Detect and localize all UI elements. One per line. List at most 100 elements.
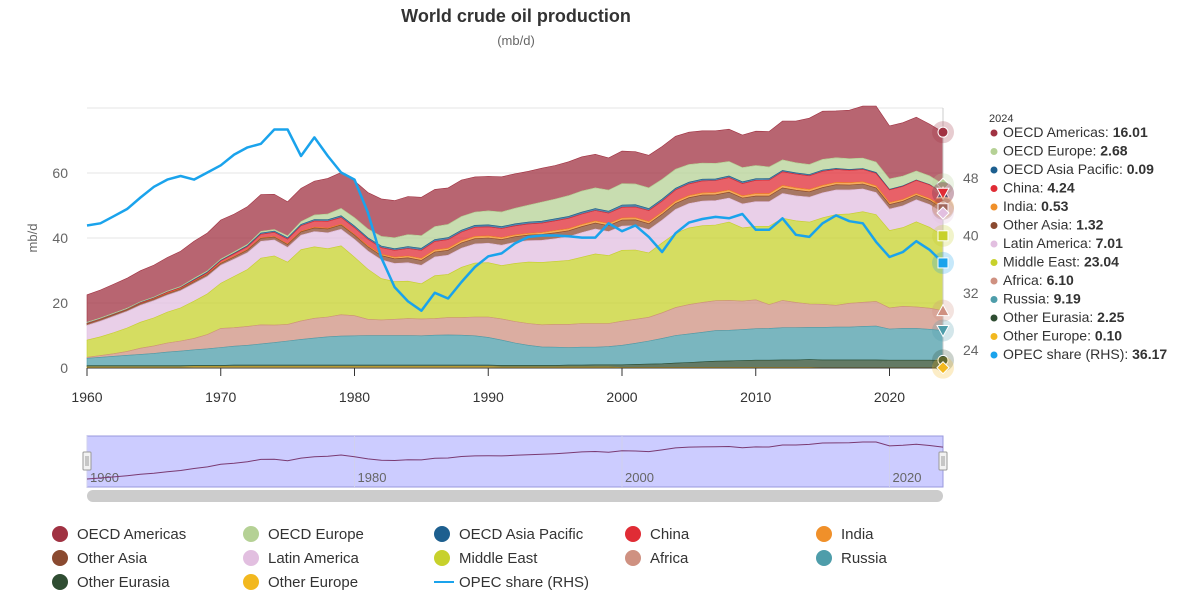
tooltip-row: Africa: 6.10 xyxy=(1003,272,1074,288)
area-series-group xyxy=(86,105,944,369)
tooltip-row: Middle East: 23.04 xyxy=(1003,254,1119,270)
tooltip-bullet xyxy=(990,296,998,303)
y-axis-label: mb/d xyxy=(25,224,40,253)
line-opec-share xyxy=(86,128,944,312)
marker-other-europe xyxy=(936,360,950,375)
tooltip-series-name: China xyxy=(1003,180,1040,196)
chart-title: World crude oil production xyxy=(401,6,631,26)
marker-oecd-americas xyxy=(937,126,949,138)
legend-item-other-asia[interactable]: Other Asia xyxy=(52,550,148,567)
y-tick-label: 60 xyxy=(52,165,68,181)
tooltip-series-name: Africa xyxy=(1003,272,1039,288)
legend-symbol xyxy=(625,550,641,566)
legend-item-middle-east[interactable]: Middle East xyxy=(434,550,538,567)
tooltip-series-name: India xyxy=(1003,198,1034,214)
legend-symbol xyxy=(816,526,832,542)
tooltip-year: 2024 xyxy=(989,113,1013,125)
range-navigator[interactable]: 1960 1980 2000 2020 xyxy=(82,435,948,502)
tooltip-series-value: 23.04 xyxy=(1084,254,1119,270)
navigator-handle-right[interactable] xyxy=(938,451,948,471)
legend-item-russia[interactable]: Russia xyxy=(816,550,888,567)
tooltip-bullet xyxy=(990,240,998,248)
tooltip-bullet xyxy=(990,277,998,285)
x-tick-label: 1980 xyxy=(339,389,370,405)
tooltip-series-name: Other Europe xyxy=(1003,328,1087,344)
legend-label: Latin America xyxy=(268,550,360,567)
legend-label: OECD Asia Pacific xyxy=(459,526,584,543)
legend-item-oecd-europe[interactable]: OECD Europe xyxy=(243,526,364,543)
legend-label: OECD Europe xyxy=(268,526,364,543)
legend-item-other-europe[interactable]: Other Europe xyxy=(243,574,358,591)
tooltip-row: China: 4.24 xyxy=(1003,180,1075,196)
y-tick-label: 40 xyxy=(52,230,68,246)
navigator-handle-left[interactable] xyxy=(82,451,92,471)
tooltip-bullet xyxy=(990,129,998,137)
legend-label: OECD Americas xyxy=(77,526,186,543)
legend-item-opec-share-rhs[interactable]: OPEC share (RHS) xyxy=(434,574,589,591)
tooltip-bullet xyxy=(990,166,998,174)
tooltip-series-value: 2.25 xyxy=(1097,309,1124,325)
tooltip-series-value: 2.68 xyxy=(1100,143,1127,159)
marker-china xyxy=(936,187,950,201)
opec-line-group xyxy=(86,128,944,312)
navigator-tick-label: 1980 xyxy=(358,470,387,485)
y-tick-label: 0 xyxy=(60,360,68,376)
legend-symbol xyxy=(243,574,259,590)
legend-symbol xyxy=(625,526,641,542)
tooltip-series-name: OECD Asia Pacific xyxy=(1003,161,1119,177)
tooltip-row: OECD Asia Pacific: 0.09 xyxy=(1003,161,1154,177)
x-tick-label: 2000 xyxy=(606,389,637,405)
legend-label: China xyxy=(650,526,690,543)
tooltip-row: Other Asia: 1.32 xyxy=(1003,217,1104,233)
tooltip-series-name: Middle East xyxy=(1003,254,1076,270)
legend-symbol xyxy=(243,550,259,566)
tooltip-series-value: 0.53 xyxy=(1041,198,1068,214)
hover-markers xyxy=(932,108,954,379)
tooltip-series-name: OECD Europe xyxy=(1003,143,1093,159)
tooltip-row: Other Eurasia: 2.25 xyxy=(1003,309,1125,325)
legend-label: Other Asia xyxy=(77,550,148,567)
tooltip-bullet xyxy=(990,333,998,340)
legend-symbol xyxy=(52,574,68,590)
tooltip-series-value: 0.09 xyxy=(1127,161,1154,177)
legend-label: Other Eurasia xyxy=(77,574,170,591)
legend-item-latin-america[interactable]: Latin America xyxy=(243,550,360,567)
legend: OECD Americas OECD Europe OECD Asia Pacifi… xyxy=(52,526,888,591)
marker-opec-share xyxy=(937,257,949,269)
legend-item-oecd-americas[interactable]: OECD Americas xyxy=(52,526,186,543)
tooltip-series-name: Russia xyxy=(1003,291,1046,307)
legend-label: Middle East xyxy=(459,550,538,567)
tooltip-series-name: Latin America xyxy=(1003,235,1088,251)
tooltip-bullet xyxy=(990,314,998,322)
x-tick-label: 2020 xyxy=(874,389,905,405)
tooltip-bullet xyxy=(990,148,998,155)
y-right-tick-label: 32 xyxy=(963,285,979,301)
tooltip-series-value: 0.10 xyxy=(1095,328,1122,344)
tooltip-series-value: 1.32 xyxy=(1076,217,1103,233)
y-right-tick-label: 40 xyxy=(963,227,979,243)
legend-item-africa[interactable]: Africa xyxy=(625,550,689,567)
tooltip-bullet xyxy=(990,185,998,192)
legend-symbol xyxy=(52,550,68,566)
x-tick-label: 1970 xyxy=(205,389,236,405)
axes: 0 20 40 60 24 32 40 48 1960 1970 1980 1990 2000 2010 2… xyxy=(52,165,978,405)
tooltip-bullet xyxy=(990,259,998,266)
legend-item-oecd-asia-pacific[interactable]: OECD Asia Pacific xyxy=(434,526,584,543)
legend-item-other-eurasia[interactable]: Other Eurasia xyxy=(52,574,170,591)
legend-item-china[interactable]: China xyxy=(625,526,690,543)
tooltip-series-name: Other Asia xyxy=(1003,217,1069,233)
navigator-scrollbar[interactable] xyxy=(87,490,943,502)
tooltip-row: OECD Americas: 16.01 xyxy=(1003,124,1148,140)
legend-symbol xyxy=(434,550,450,566)
tooltip-row: Other Europe: 0.10 xyxy=(1003,328,1122,344)
legend-label: Russia xyxy=(841,550,888,567)
legend-item-india[interactable]: India xyxy=(816,526,874,543)
navigator-series-line xyxy=(86,441,944,480)
tooltip-series-name: Other Eurasia xyxy=(1003,309,1090,325)
legend-symbol xyxy=(52,526,68,542)
marker-latin-america xyxy=(936,206,950,220)
tooltip-series-name: OECD Americas xyxy=(1003,124,1105,140)
legend-label: Other Europe xyxy=(268,574,358,591)
navigator-tick-label: 2000 xyxy=(625,470,654,485)
